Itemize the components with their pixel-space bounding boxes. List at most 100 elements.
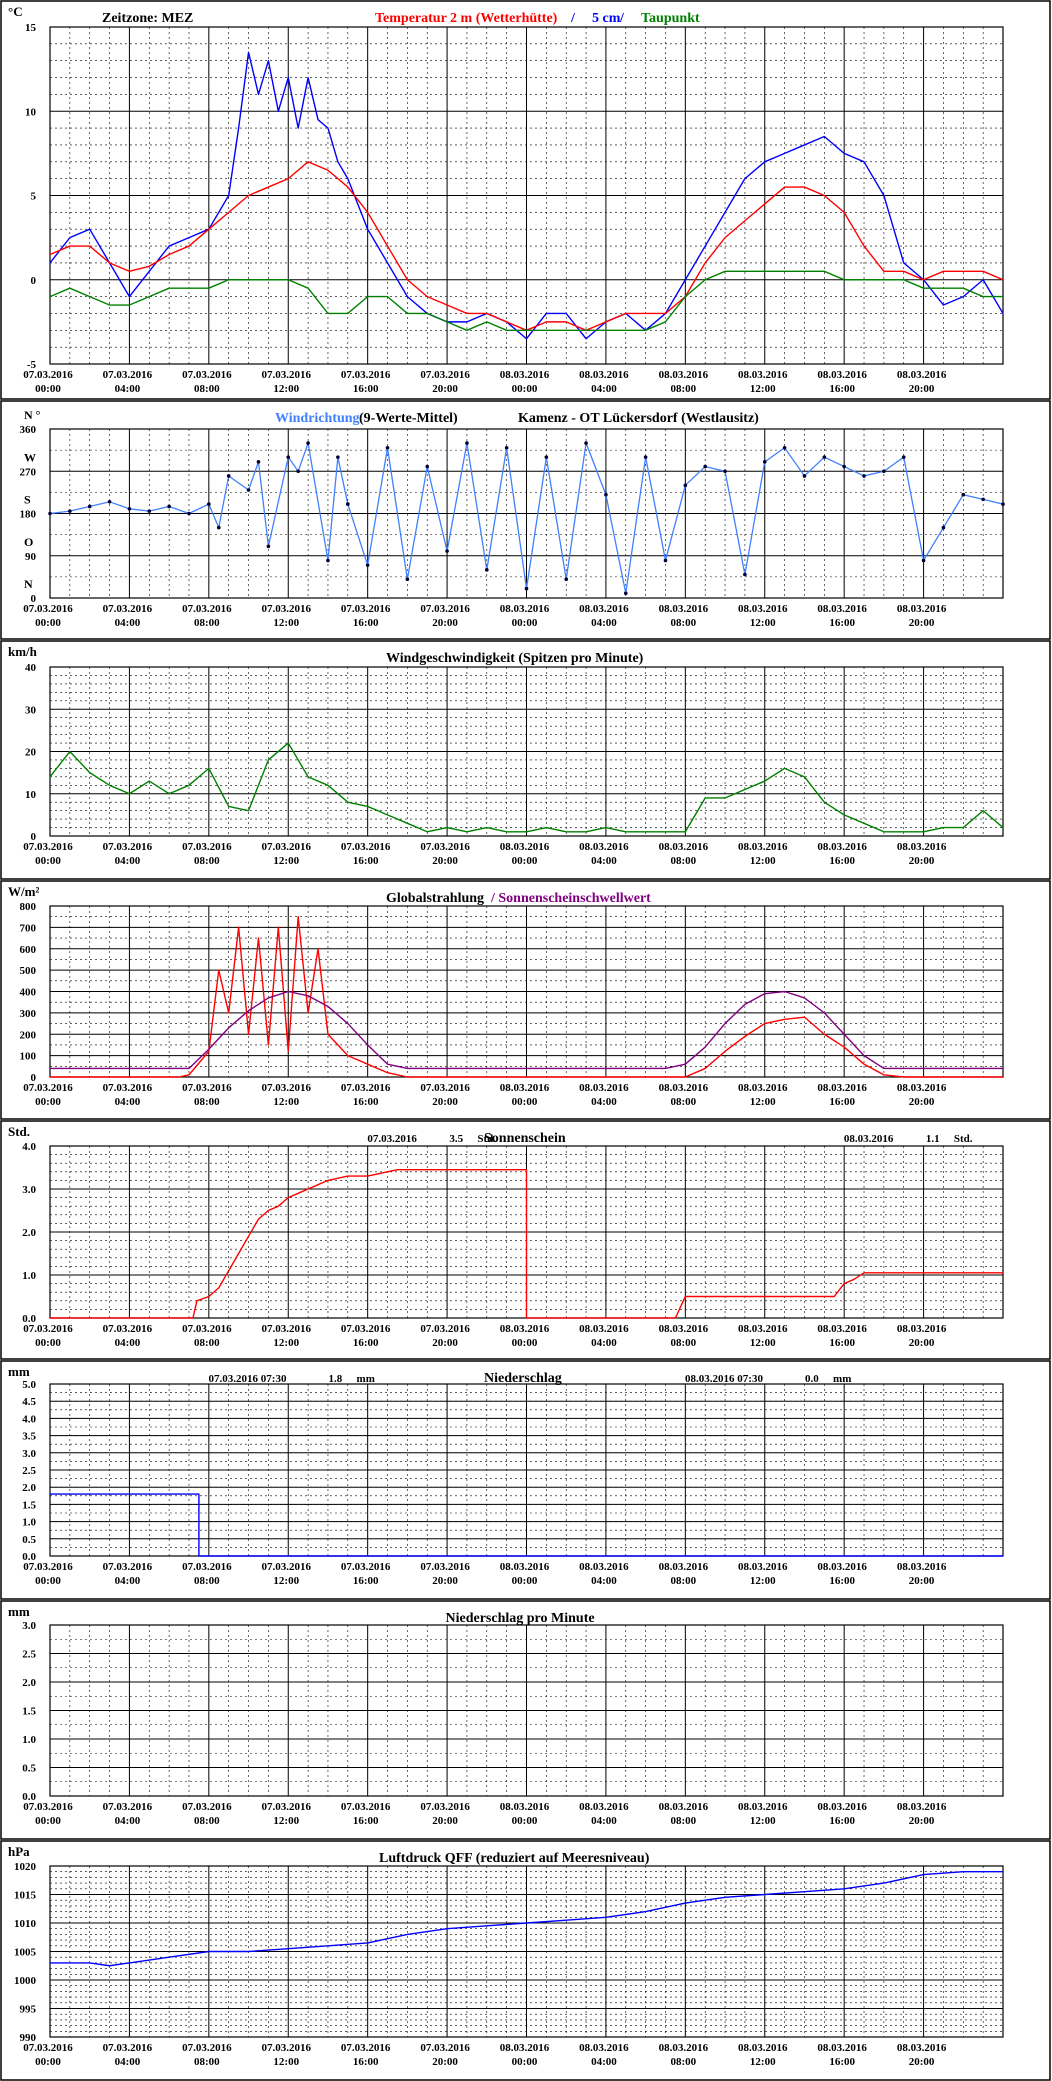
x-tick-time: 12:00	[273, 383, 299, 395]
data-point	[961, 492, 966, 497]
x-tick-time: 20:00	[432, 617, 458, 629]
y-tick-label: 3.0	[22, 1448, 36, 1460]
x-tick-time: 04:00	[115, 617, 141, 629]
data-point	[921, 558, 926, 563]
x-tick-time: 08:00	[194, 1575, 220, 1587]
x-tick-time: 16:00	[353, 855, 379, 867]
x-tick-date: 08.03.2016	[579, 1801, 629, 1813]
total-date: 07.03.2016	[367, 1133, 417, 1145]
panel-precip_minute: 0.0 0.5 1.0 1.5 2.0 2.5 3.0mm Niederschlag pro …	[0, 1600, 1051, 1840]
data-point	[504, 445, 509, 450]
data-point	[941, 525, 946, 530]
x-tick-time: 08:00	[194, 383, 220, 395]
x-tick-time: 12:00	[750, 1337, 776, 1349]
unit-label: Std.	[8, 1124, 30, 1139]
y-tick-label: 0.0	[22, 1791, 36, 1803]
chart-title-part: Luftdruck QFF (reduziert auf Meeresnivea…	[379, 1851, 650, 1866]
x-tick-time: 08:00	[670, 1575, 696, 1587]
data-point	[405, 577, 410, 582]
compass-label: N	[24, 577, 33, 591]
x-tick-date: 08.03.2016	[500, 369, 550, 381]
data-point	[762, 460, 767, 464]
x-tick-date: 07.03.2016	[182, 841, 232, 853]
x-tick-date: 08.03.2016	[738, 1561, 788, 1573]
unit-label: W/m²	[8, 884, 39, 899]
x-tick-time: 16:00	[829, 1337, 855, 1349]
x-tick-date: 08.03.2016	[897, 1082, 947, 1094]
x-tick-date: 07.03.2016	[182, 1801, 232, 1813]
x-tick-date: 08.03.2016	[579, 1082, 629, 1094]
total-value: 0.0	[805, 1373, 819, 1385]
data-point	[266, 544, 271, 549]
x-tick-date: 07.03.2016	[420, 1801, 470, 1813]
data-point	[385, 445, 390, 450]
x-tick-time: 04:00	[591, 1575, 617, 1587]
x-tick-date: 08.03.2016	[659, 1323, 709, 1335]
unit-label: mm	[8, 1604, 30, 1619]
x-tick-time: 16:00	[829, 855, 855, 867]
y-tick-label: 2.0	[22, 1227, 36, 1239]
data-point	[425, 464, 430, 469]
x-tick-time: 20:00	[909, 1575, 935, 1587]
x-tick-time: 20:00	[909, 617, 935, 629]
x-tick-date: 07.03.2016	[262, 1801, 312, 1813]
series-line	[50, 915, 1003, 1078]
chart-title-part: / Sonnenscheinschwellwert	[490, 891, 651, 906]
x-tick-date: 08.03.2016	[659, 841, 709, 853]
x-tick-time: 00:00	[512, 1096, 538, 1108]
data-point	[822, 455, 827, 459]
x-tick-date: 08.03.2016	[738, 2042, 788, 2054]
y-tick-label: 2.0	[22, 1482, 36, 1494]
data-point	[306, 441, 310, 445]
unit-label: hPa	[8, 1844, 30, 1859]
chart-title-part: Windgeschwindigkeit (Spitzen pro Minute)	[386, 651, 644, 666]
data-point	[584, 441, 588, 445]
x-tick-date: 08.03.2016	[500, 1082, 550, 1094]
y-tick-label: 300	[20, 1008, 37, 1020]
x-tick-date: 08.03.2016	[817, 2042, 867, 2054]
x-tick-date: 08.03.2016	[500, 841, 550, 853]
x-tick-time: 08:00	[194, 617, 220, 629]
total-unit: Std.	[954, 1133, 973, 1145]
x-tick-date: 07.03.2016	[262, 603, 312, 615]
x-tick-time: 04:00	[591, 1815, 617, 1827]
x-tick-time: 16:00	[829, 1096, 855, 1108]
x-tick-time: 00:00	[512, 383, 538, 395]
compass-label: O	[24, 535, 33, 549]
chart-title-part: (9-Werte-Mittel)	[359, 411, 458, 426]
x-tick-time: 00:00	[512, 1575, 538, 1587]
x-tick-date: 07.03.2016	[23, 369, 73, 381]
x-tick-time: 12:00	[750, 617, 776, 629]
x-tick-date: 08.03.2016	[897, 841, 947, 853]
chart-title-part: Temperatur 2 m (Wetterhütte)	[375, 11, 558, 26]
total-unit: Std.	[477, 1133, 496, 1145]
chart-title-part: Windrichtung	[275, 411, 360, 426]
x-tick-date: 07.03.2016	[103, 2042, 153, 2054]
y-tick-label: 0	[31, 1072, 37, 1084]
x-tick-date: 07.03.2016	[23, 1561, 73, 1573]
x-tick-time: 08:00	[670, 383, 696, 395]
y-tick-label: 5.0	[22, 1379, 36, 1391]
x-tick-date: 08.03.2016	[897, 1323, 947, 1335]
data-point	[901, 455, 906, 459]
y-tick-label: 10	[25, 106, 37, 118]
x-tick-time: 04:00	[591, 383, 617, 395]
series-line	[50, 1870, 1003, 1967]
x-tick-time: 12:00	[273, 2056, 299, 2068]
x-tick-time: 08:00	[194, 1337, 220, 1349]
y-tick-label: 0.0	[22, 1313, 36, 1325]
x-tick-date: 08.03.2016	[738, 603, 788, 615]
x-tick-date: 08.03.2016	[500, 1801, 550, 1813]
x-tick-time: 04:00	[115, 2056, 141, 2068]
x-tick-date: 07.03.2016	[262, 841, 312, 853]
x-tick-time: 08:00	[670, 1337, 696, 1349]
x-tick-time: 04:00	[591, 1096, 617, 1108]
y-tick-label: 1.5	[22, 1499, 36, 1511]
y-tick-label: 0.0	[22, 1551, 36, 1563]
x-tick-date: 07.03.2016	[420, 1561, 470, 1573]
y-tick-label: 1005	[14, 1947, 37, 1959]
data-point	[445, 549, 449, 553]
x-tick-time: 04:00	[591, 617, 617, 629]
x-tick-date: 07.03.2016	[182, 1082, 232, 1094]
